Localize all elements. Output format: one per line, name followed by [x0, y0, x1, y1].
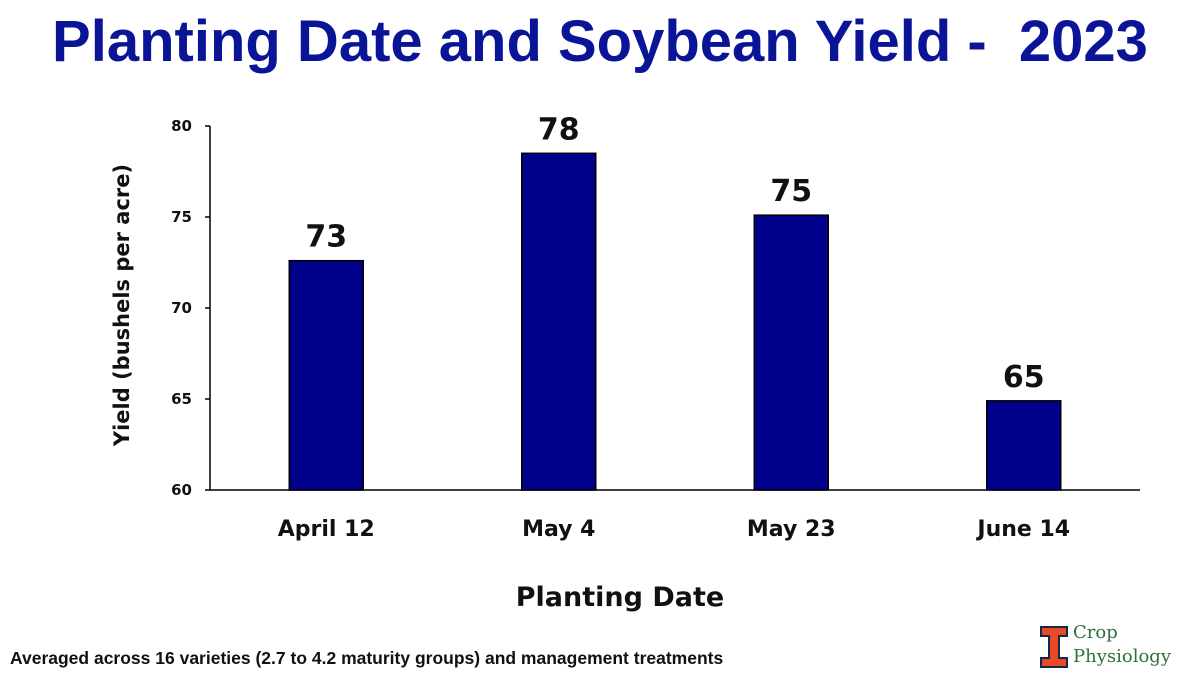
- x-axis-label: Planting Date: [516, 582, 724, 613]
- data-label: 75: [770, 174, 812, 209]
- y-tick-label: 70: [171, 299, 192, 317]
- y-axis-ticks: 60 65 70 75 80: [171, 117, 210, 499]
- x-tick-label: May 23: [747, 517, 836, 542]
- bars: [288, 152, 1062, 491]
- bar: [288, 259, 364, 491]
- logo-word-physiology: Physiology: [1073, 646, 1171, 667]
- x-tick-label: June 14: [975, 517, 1070, 542]
- y-tick-label: 65: [171, 390, 192, 408]
- bar: [986, 400, 1062, 491]
- data-label: 78: [538, 112, 580, 147]
- crop-physiology-logo: Crop Physiology: [1040, 622, 1190, 672]
- data-label: 73: [305, 220, 347, 255]
- x-tick-label: April 12: [278, 517, 375, 542]
- block-i-icon: [1040, 626, 1068, 668]
- y-tick-label: 80: [171, 117, 192, 135]
- y-tick-label: 75: [171, 208, 192, 226]
- bar: [521, 152, 597, 491]
- y-axis-label: Yield (bushels per acre): [110, 164, 134, 447]
- footnote: Averaged across 16 varieties (2.7 to 4.2…: [10, 648, 724, 668]
- y-tick-label: 60: [171, 481, 192, 499]
- x-axis-ticks: April 12 May 4 May 23 June 14: [278, 517, 1070, 542]
- data-label: 65: [1003, 360, 1045, 395]
- data-labels: 73 78 75 65: [305, 112, 1044, 395]
- x-tick-label: May 4: [522, 517, 595, 542]
- bar: [753, 214, 829, 491]
- chart-title: Planting Date and Soybean Yield - 2023: [52, 9, 1148, 74]
- bar-chart: 60 65 70 75 80 73 78 75 65 April 12 May 4 May 23 J…: [110, 112, 1140, 613]
- logo-word-crop: Crop: [1073, 622, 1118, 643]
